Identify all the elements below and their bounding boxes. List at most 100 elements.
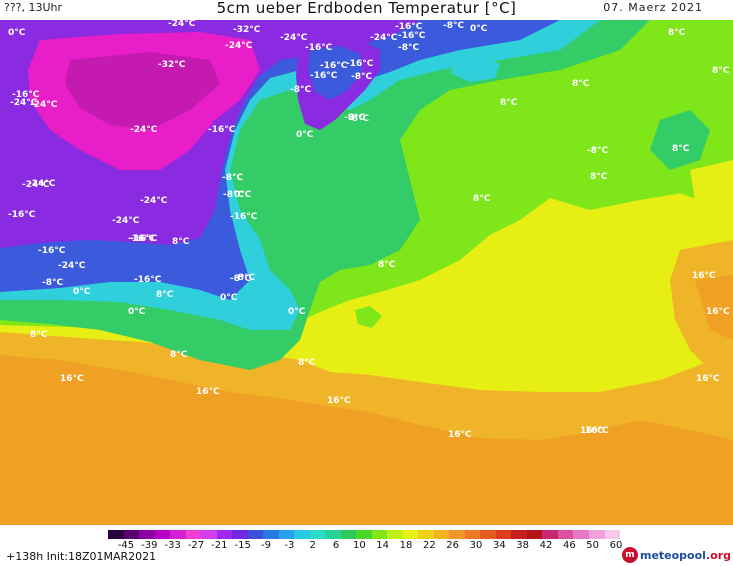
color-scale-swatch	[433, 530, 450, 539]
color-scale-tick-label: 2	[309, 540, 316, 551]
header: ???, 13Uhr 5cm ueber Erdboden Temperatur…	[0, 0, 733, 20]
color-scale-swatch	[247, 530, 264, 539]
temp-label: -16°C	[128, 234, 156, 244]
temp-label: 0°C	[470, 24, 488, 34]
color-scale-tick-label: 30	[469, 540, 483, 551]
color-scale-tick-label: -27	[187, 540, 205, 551]
color-scale-swatch	[340, 530, 357, 539]
color-scale-tick-label: 38	[516, 540, 530, 551]
temp-label: 8°C	[672, 144, 690, 154]
temp-label: -16°C	[208, 125, 236, 135]
color-scale-swatch	[464, 530, 481, 539]
color-scale-swatch	[201, 530, 217, 539]
temp-label: 0°C	[128, 307, 146, 317]
color-scale-swatch	[604, 530, 621, 539]
temp-label: -32°C	[233, 25, 261, 35]
color-scale-ticks: -45 -39 -33 -27 -21 -15 -9 -3 2 6 10 14 18 22 26 30 34 38…	[108, 540, 623, 552]
temp-label: -24°C	[370, 33, 398, 43]
color-scale-swatch	[263, 530, 279, 539]
temp-label: -8°C	[223, 190, 244, 200]
temp-label: -24°C	[112, 216, 140, 226]
color-scale-tick-label: 6	[332, 540, 340, 551]
temp-label: -8°C	[587, 146, 608, 156]
color-scale-tick-label: -21	[211, 540, 228, 551]
color-scale-swatch	[371, 530, 388, 539]
temperature-map: 0°C -24°C -32°C -24°C -24°C -16°C -8°C -…	[0, 20, 733, 525]
color-scale-swatch	[449, 530, 465, 539]
temp-label: -8°C	[234, 273, 255, 283]
temp-label: 8°C	[298, 358, 316, 368]
temp-label: 8°C	[30, 330, 48, 340]
valid-date: 07. Maerz 2021	[603, 1, 703, 14]
temp-label: -24°C	[225, 41, 253, 51]
temp-label: 8°C	[572, 79, 590, 89]
color-scale-swatch	[309, 530, 326, 539]
color-scale-swatch	[232, 530, 248, 539]
temp-label: -8°C	[222, 173, 243, 183]
temp-label: -24°C	[168, 20, 196, 29]
temp-label: -24°C	[10, 98, 38, 108]
color-scale-swatch	[294, 530, 310, 539]
color-scale-swatch	[542, 530, 558, 539]
color-scale-swatch	[170, 530, 186, 539]
temp-label: -32°C	[158, 60, 186, 70]
temp-label: 0°C	[73, 287, 91, 297]
temp-label: -24°C	[140, 196, 168, 206]
footer: -45 -39 -33 -27 -21 -15 -9 -3 2 6 10 14 18 22 26 30 34 38…	[0, 525, 733, 566]
temp-label: -8°C	[351, 72, 372, 82]
temp-label: 16°C	[692, 271, 716, 281]
temp-label: -16°C	[320, 61, 348, 71]
color-scale-swatch	[325, 530, 341, 539]
temp-label: 0°C	[288, 307, 306, 317]
color-scale-swatch	[418, 530, 434, 539]
color-scale-swatch	[216, 530, 233, 539]
temp-label: -24°C	[30, 100, 58, 110]
color-scale-tick-label: 60	[609, 540, 623, 551]
temp-label: -8°C	[290, 85, 311, 95]
forecast-init-label: +138h Init:18Z01MAR2021	[6, 550, 157, 563]
temp-label: 0°C	[296, 130, 314, 140]
temp-label: 0°C	[220, 293, 238, 303]
meteopool-logo-icon: m	[621, 547, 638, 563]
temp-label: 16°C	[585, 426, 609, 436]
temp-label: -16°C	[134, 275, 162, 285]
color-scale-tick-label: 50	[586, 540, 600, 551]
color-scale-swatch	[185, 530, 202, 539]
temp-label: -16°C	[305, 43, 333, 53]
meteopool-logo-text: meteopool.org	[639, 548, 731, 562]
iceland	[450, 56, 500, 82]
color-scale-tick-label: 14	[376, 540, 390, 551]
temp-label: -16°C	[8, 210, 36, 220]
temp-label: 8°C	[668, 28, 686, 38]
color-scale-swatch	[573, 530, 589, 539]
color-scale-swatch	[511, 530, 527, 539]
temp-label: -16°C	[12, 90, 40, 100]
temp-label: 8°C	[473, 194, 491, 204]
temp-label: 8°C	[378, 260, 396, 270]
color-scale-swatch	[108, 530, 124, 539]
color-scale-swatch	[480, 530, 496, 539]
color-scale-swatch	[123, 530, 140, 539]
temp-label: -24°C	[28, 179, 56, 189]
color-scale-swatch	[557, 530, 574, 539]
temp-label: -16°C	[230, 212, 258, 222]
temp-label: -16°C	[346, 59, 374, 69]
temp-label: 0°C	[234, 190, 252, 200]
temp-label: -8°C	[344, 113, 365, 123]
color-scale-swatch	[402, 530, 419, 539]
color-scale-swatch	[139, 530, 155, 539]
temp-label: -24°C	[130, 125, 158, 135]
temp-label: 8°C	[172, 237, 190, 247]
color-scale-tick-label: -3	[284, 540, 295, 551]
color-scale-tick-label: 22	[422, 540, 436, 551]
color-scale-swatch	[356, 530, 372, 539]
meteopool-logo[interactable]: m meteopool.org	[621, 546, 731, 564]
temp-label: -16°C	[38, 246, 66, 256]
color-scale-tick-label: 34	[492, 540, 506, 551]
color-scale-tick-label: -45	[117, 540, 135, 551]
temp-label: 0°C	[8, 28, 26, 38]
temp-label: 8°C	[156, 290, 174, 300]
color-scale-bar	[108, 530, 621, 539]
color-scale-tick-label: 10	[352, 540, 366, 551]
run-label: ???, 13Uhr	[4, 1, 63, 14]
